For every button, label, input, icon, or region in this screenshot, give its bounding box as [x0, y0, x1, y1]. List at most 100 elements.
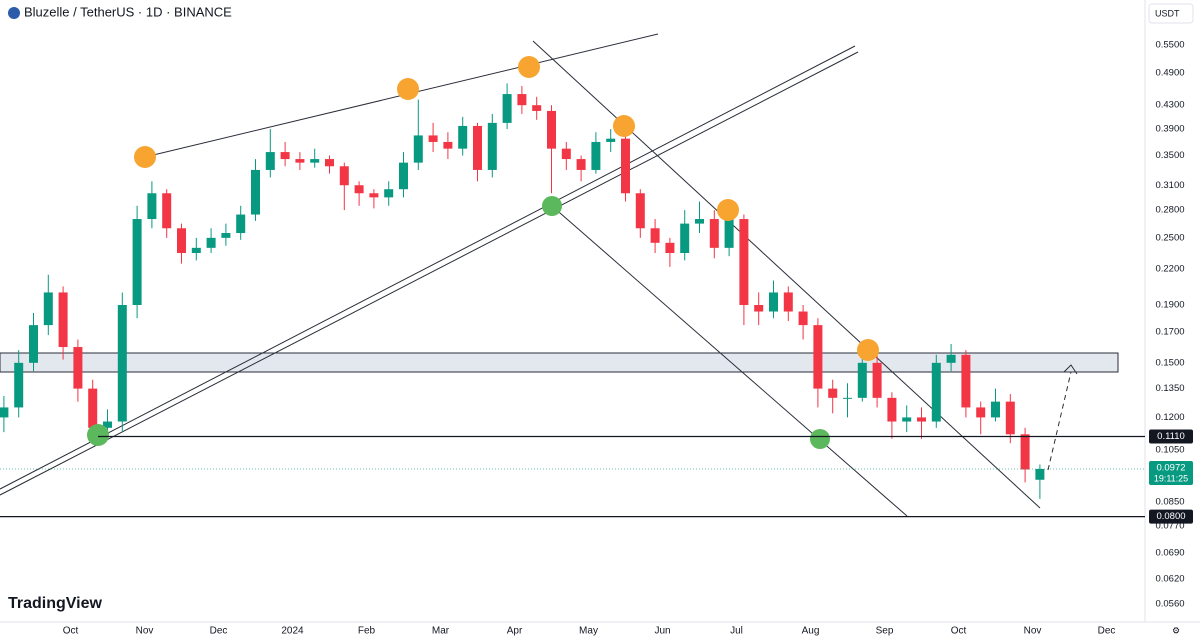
candle-body	[14, 362, 24, 408]
y-tick-label: 0.0770	[1155, 520, 1184, 531]
projection-arrow	[1047, 371, 1072, 471]
y-tick-label: 0.1200	[1155, 412, 1184, 423]
top-marker	[134, 146, 156, 168]
candle-body	[206, 237, 216, 248]
candle-body	[162, 193, 172, 229]
candle-body	[487, 122, 497, 170]
y-tick-label: 0.1050	[1155, 445, 1184, 456]
candle-body	[502, 94, 512, 123]
candle-body	[191, 247, 201, 253]
x-tick-label: Dec	[1098, 626, 1116, 637]
candle-body	[517, 94, 527, 106]
candle-body	[280, 152, 290, 160]
candle-body	[384, 189, 394, 198]
candle-body	[991, 401, 1000, 418]
candle-body	[251, 169, 260, 215]
y-tick-label: 0.0850	[1155, 496, 1184, 507]
candle-body	[29, 325, 38, 363]
candle-body	[902, 417, 912, 422]
candle-body	[946, 354, 956, 363]
candle-body	[458, 125, 468, 149]
bottom-marker	[542, 196, 562, 216]
candle-body	[783, 292, 793, 312]
candle-body	[132, 219, 142, 306]
y-tick-label: 0.3500	[1155, 150, 1184, 161]
y-tick-label: 0.0690	[1155, 547, 1184, 558]
y-tick-label: 0.1500	[1155, 357, 1184, 368]
candle-body	[872, 362, 882, 398]
currency-select[interactable]	[1148, 3, 1194, 24]
top-marker	[518, 56, 540, 78]
candle-body	[0, 407, 9, 418]
candle-body	[754, 305, 764, 312]
candle-body	[43, 292, 53, 326]
candle-body	[221, 233, 231, 238]
candle-body	[532, 105, 542, 111]
candle-body	[147, 193, 157, 220]
candle-body	[576, 159, 586, 170]
candle-body	[635, 193, 645, 229]
top-marker	[857, 339, 879, 361]
resistance-zone	[0, 352, 1119, 373]
drawings	[0, 33, 1119, 517]
y-tick-label: 0.2800	[1155, 205, 1184, 216]
candle-body	[769, 292, 778, 312]
candle-body	[621, 138, 630, 194]
bottom-marker	[810, 429, 830, 449]
candle-body	[1035, 468, 1045, 480]
symbol-logo	[8, 7, 20, 19]
settings-icon[interactable]: ⚙	[1172, 625, 1180, 635]
candle-body	[843, 397, 852, 399]
candle-body	[177, 228, 186, 253]
candle-body	[369, 193, 379, 198]
candle-body	[739, 219, 749, 306]
x-tick-label: Mar	[432, 626, 450, 637]
trend-line	[0, 51, 859, 496]
currency-label[interactable]: USDT	[1155, 8, 1180, 18]
candle-body	[931, 362, 941, 422]
x-tick-label: Oct	[63, 626, 79, 637]
candle-body	[473, 125, 482, 170]
candle-body	[561, 148, 571, 160]
candle-body	[88, 388, 98, 428]
x-tick-label: Jul	[730, 626, 743, 637]
candle-body	[813, 325, 823, 389]
countdown-label: 19:11:25	[1154, 473, 1188, 483]
top-marker	[397, 78, 419, 100]
x-tick-label: Dec	[210, 626, 228, 637]
y-tick-label: 0.1350	[1155, 383, 1184, 394]
candle-body	[665, 242, 675, 253]
candle-body	[917, 417, 926, 422]
y-tick-label: 0.1900	[1155, 300, 1184, 311]
y-tick-label: 0.2200	[1155, 264, 1184, 275]
bottom-marker	[87, 424, 109, 446]
candle-body	[976, 407, 986, 418]
candle-body	[295, 159, 305, 163]
price-line-label: 0.1110	[1157, 431, 1185, 442]
y-tick-label: 0.5500	[1155, 39, 1184, 50]
candle-body	[58, 292, 68, 348]
y-tick-label: 0.4300	[1155, 100, 1184, 111]
candle-body	[857, 362, 867, 398]
trend-line	[551, 205, 908, 517]
candle-body	[1020, 434, 1030, 470]
watermark: TradingView	[8, 595, 103, 612]
x-tick-label: Apr	[507, 626, 523, 637]
y-tick-label: 0.0620	[1155, 573, 1184, 584]
y-tick-label: 0.0560	[1155, 598, 1184, 609]
x-tick-label: May	[579, 626, 598, 637]
trend-line	[0, 45, 856, 490]
x-tick-label: Nov	[1024, 626, 1042, 637]
candle-body	[236, 214, 246, 234]
candle-body	[709, 219, 719, 248]
candle-body	[103, 421, 112, 428]
y-tick-label: 0.4900	[1155, 68, 1184, 79]
candle-body	[310, 159, 320, 163]
x-tick-label: Aug	[802, 626, 820, 637]
candle-body	[265, 152, 275, 170]
candle-body	[650, 228, 660, 243]
candle-body	[680, 223, 690, 253]
y-tick-label: 0.3100	[1155, 180, 1184, 191]
candle-body	[547, 110, 556, 149]
y-tick-label: 0.2500	[1155, 232, 1184, 243]
